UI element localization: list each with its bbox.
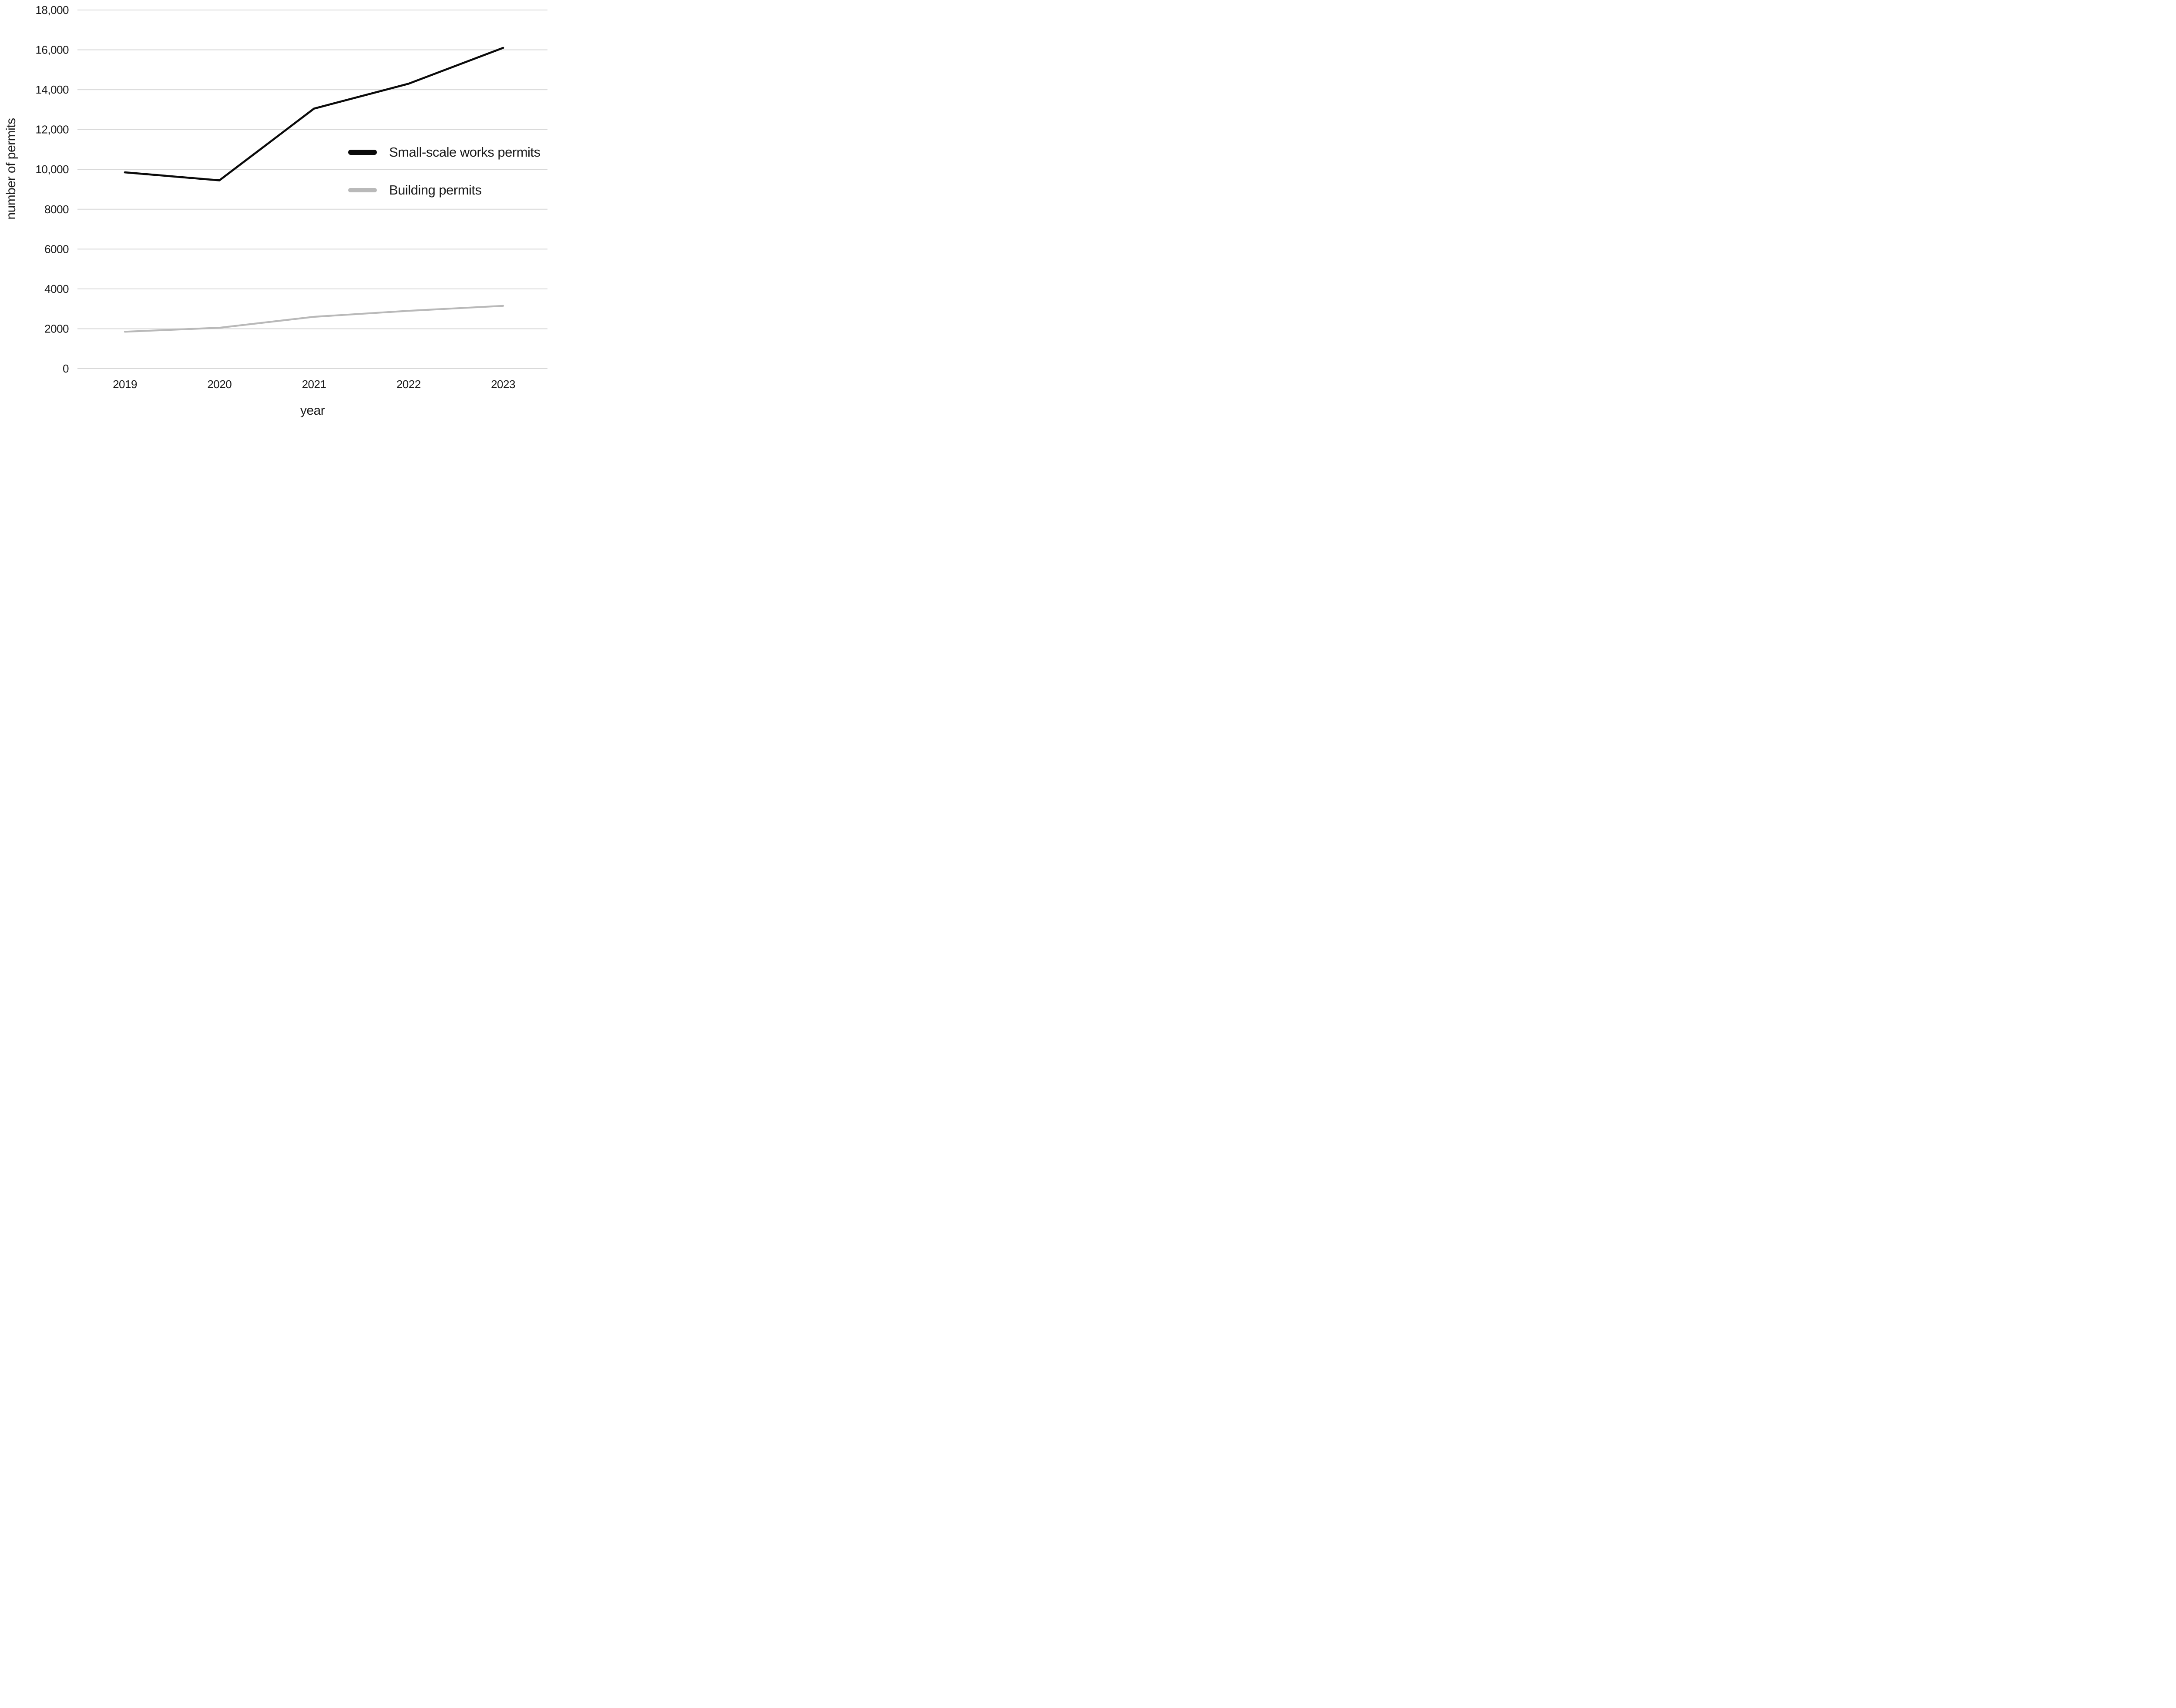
x-tick-label: 2020 [207,378,232,391]
y-tick-label: 6000 [44,242,69,255]
y-tick-label: 10,000 [35,163,69,176]
legend-swatch-black-line [348,150,377,155]
y-tick-label: 8000 [44,203,69,216]
y-tick-label: 18,000 [35,3,69,17]
legend-item-building-permits: Building permits [348,182,482,198]
x-axis-title: year [300,403,325,418]
legend-label: Building permits [389,182,482,198]
series-line-building-permits [124,305,504,333]
x-tick-label: 2021 [302,378,326,391]
legend-label: Small-scale works permits [389,144,541,160]
legend-item-small-scale-works-permits: Small-scale works permits [348,144,541,160]
chart-plot-area: 0 2000 4000 6000 8000 10,000 12,000 14,000 16,00… [35,3,547,391]
y-tick-label: 2000 [44,322,69,335]
x-tick-label: 2022 [396,378,421,391]
series-line-small-scale-works-permits [124,47,504,181]
y-axis-title: number of permits [4,118,18,220]
y-tick-label: 12,000 [35,123,69,136]
y-tick-label: 14,000 [35,83,69,96]
y-tick-label: 4000 [44,282,69,295]
x-tick-label: 2019 [113,378,137,391]
y-tick-label: 0 [63,362,69,375]
legend-swatch-gray-line [348,188,377,192]
y-tick-label: 16,000 [35,44,69,57]
line-chart-figure: 0 2000 4000 6000 8000 10,000 12,000 14,000 16,00… [0,0,554,427]
x-tick-label: 2023 [491,378,515,391]
